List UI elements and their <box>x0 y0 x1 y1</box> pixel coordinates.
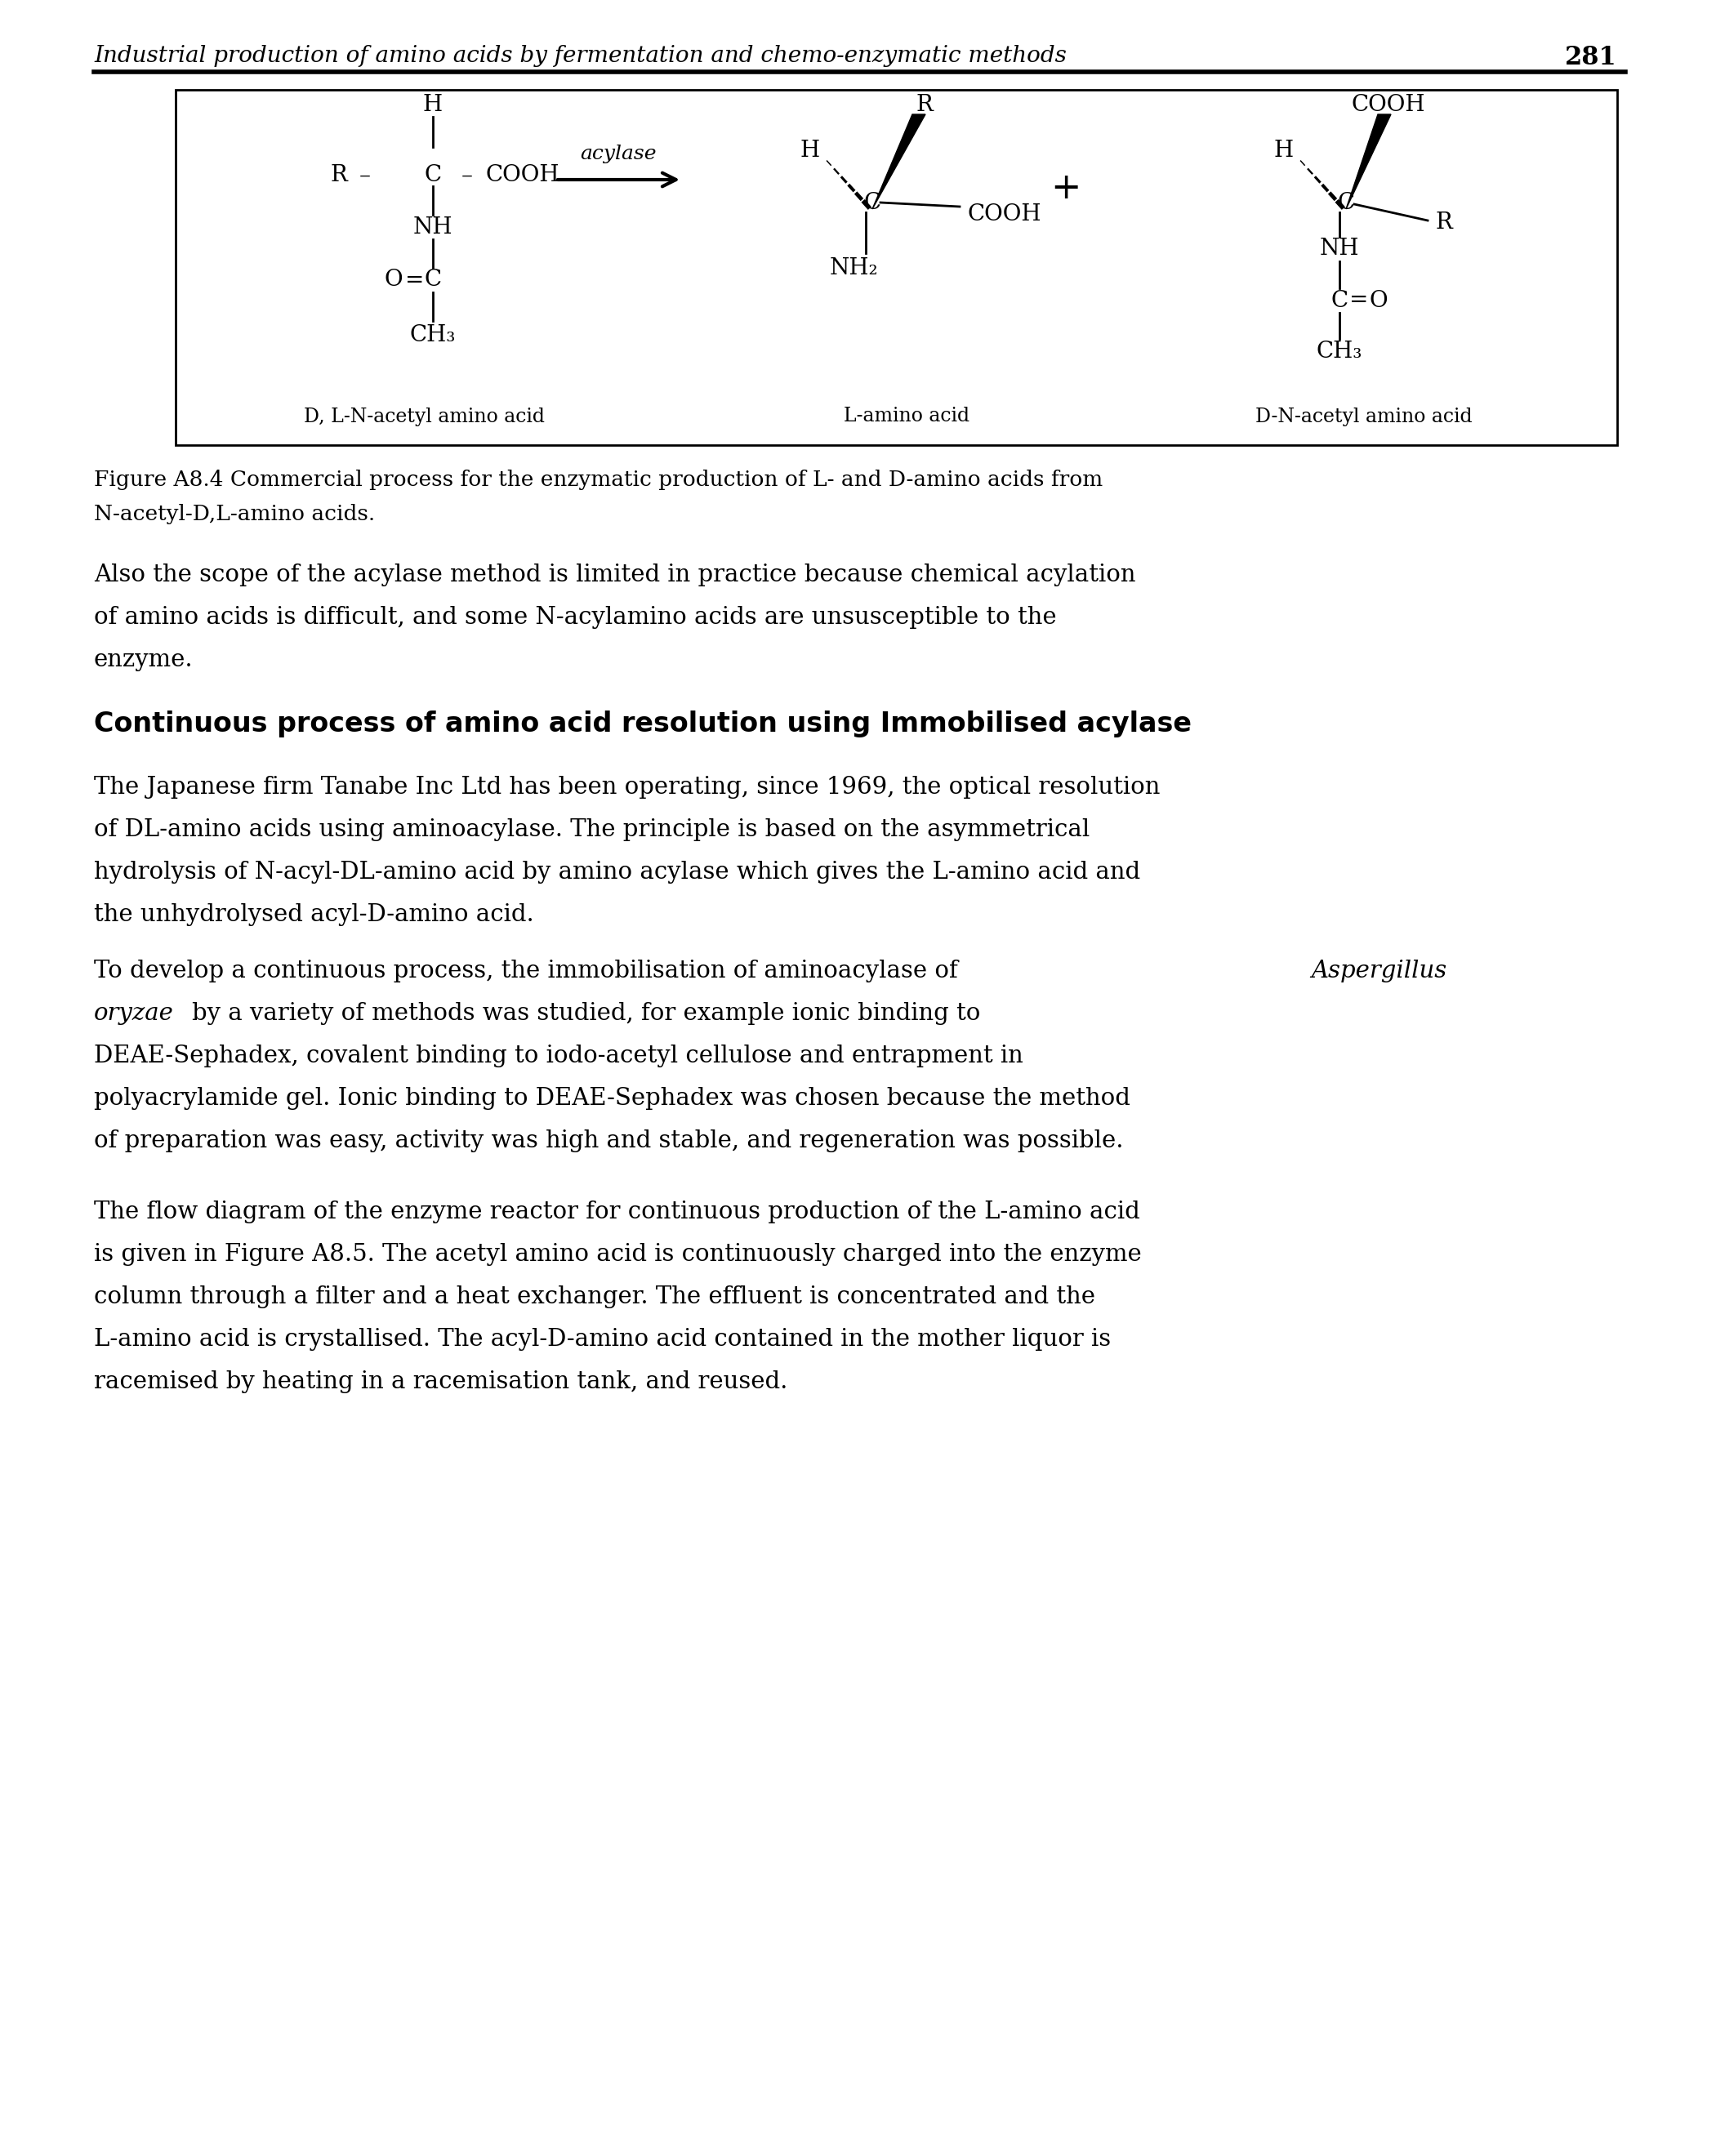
Text: O: O <box>384 270 403 291</box>
Text: Also the scope of the acylase method is limited in practice because chemical acy: Also the scope of the acylase method is … <box>94 563 1136 586</box>
Text: C: C <box>424 270 441 291</box>
Text: C: C <box>863 192 880 213</box>
Text: –: – <box>462 164 474 188</box>
Text: O: O <box>1369 289 1388 313</box>
Text: of amino acids is difficult, and some N-acylamino acids are unsusceptible to the: of amino acids is difficult, and some N-… <box>94 606 1057 630</box>
Text: oryzae: oryzae <box>94 1003 173 1024</box>
Text: the unhydrolysed acyl-D-amino acid.: the unhydrolysed acyl-D-amino acid. <box>94 903 534 927</box>
Text: Industrial production of amino acids by fermentation and chemo-enzymatic methods: Industrial production of amino acids by … <box>94 45 1067 67</box>
Text: =: = <box>1349 289 1369 313</box>
Text: COOH: COOH <box>486 164 559 188</box>
Text: To develop a continuous process, the immobilisation of aminoacylase of: To develop a continuous process, the imm… <box>94 959 966 983</box>
Text: CH₃: CH₃ <box>410 323 456 345</box>
Text: L-amino acid: L-amino acid <box>844 407 970 427</box>
Text: polyacrylamide gel. Ionic binding to DEAE-Sephadex was chosen because the method: polyacrylamide gel. Ionic binding to DEA… <box>94 1087 1131 1110</box>
Text: acylase: acylase <box>580 144 657 164</box>
Text: H: H <box>800 140 820 162</box>
Text: enzyme.: enzyme. <box>94 649 194 671</box>
Text: COOH: COOH <box>968 205 1042 226</box>
Text: of preparation was easy, activity was high and stable, and regeneration was poss: of preparation was easy, activity was hi… <box>94 1130 1124 1151</box>
Text: 281: 281 <box>1565 45 1616 71</box>
Text: NH: NH <box>1320 237 1359 261</box>
Text: N-acetyl-D,L-amino acids.: N-acetyl-D,L-amino acids. <box>94 505 376 524</box>
Text: NH: NH <box>414 216 453 237</box>
Text: H: H <box>1273 140 1294 162</box>
Text: by a variety of methods was studied, for example ionic binding to: by a variety of methods was studied, for… <box>192 1003 980 1024</box>
Text: C: C <box>1332 289 1349 313</box>
Text: CH₃: CH₃ <box>1316 341 1363 362</box>
Text: L-amino acid is crystallised. The acyl-D-amino acid contained in the mother liqu: L-amino acid is crystallised. The acyl-D… <box>94 1328 1110 1352</box>
Text: Figure A8.4 Commercial process for the enzymatic production of L- and D-amino ac: Figure A8.4 Commercial process for the e… <box>94 470 1103 489</box>
Text: is given in Figure A8.5. The acetyl amino acid is continuously charged into the : is given in Figure A8.5. The acetyl amin… <box>94 1244 1141 1266</box>
Text: R: R <box>1436 211 1452 235</box>
Text: DEAE-Sephadex, covalent binding to iodo-acetyl cellulose and entrapment in: DEAE-Sephadex, covalent binding to iodo-… <box>94 1044 1023 1067</box>
Text: R: R <box>916 93 934 116</box>
Text: Aspergillus: Aspergillus <box>1311 959 1447 983</box>
Text: Continuous process of amino acid resolution using Immobilised acylase: Continuous process of amino acid resolut… <box>94 711 1191 737</box>
Text: +: + <box>1050 170 1081 205</box>
Text: –: – <box>359 164 371 188</box>
Text: column through a filter and a heat exchanger. The effluent is concentrated and t: column through a filter and a heat excha… <box>94 1285 1095 1309</box>
Text: racemised by heating in a racemisation tank, and reused.: racemised by heating in a racemisation t… <box>94 1371 788 1393</box>
Polygon shape <box>1345 114 1392 209</box>
Text: C: C <box>1337 192 1354 213</box>
Text: H: H <box>424 93 443 116</box>
Text: R: R <box>331 164 347 188</box>
Text: NH₂: NH₂ <box>829 257 879 278</box>
Text: The Japanese firm Tanabe Inc Ltd has been operating, since 1969, the optical res: The Japanese firm Tanabe Inc Ltd has bee… <box>94 776 1160 798</box>
Text: The flow diagram of the enzyme reactor for continuous production of the L-amino : The flow diagram of the enzyme reactor f… <box>94 1201 1139 1222</box>
Text: COOH: COOH <box>1352 93 1426 116</box>
Text: of DL-amino acids using aminoacylase. The principle is based on the asymmetrical: of DL-amino acids using aminoacylase. Th… <box>94 819 1090 841</box>
Text: hydrolysis of N-acyl-DL-amino acid by amino acylase which gives the L-amino acid: hydrolysis of N-acyl-DL-amino acid by am… <box>94 860 1141 884</box>
Bar <box>175 91 1616 444</box>
Polygon shape <box>872 114 925 209</box>
Text: =: = <box>405 270 424 291</box>
Text: C: C <box>424 164 441 188</box>
Text: D-N-acetyl amino acid: D-N-acetyl amino acid <box>1256 407 1472 427</box>
Text: D, L-N-acetyl amino acid: D, L-N-acetyl amino acid <box>304 407 546 427</box>
